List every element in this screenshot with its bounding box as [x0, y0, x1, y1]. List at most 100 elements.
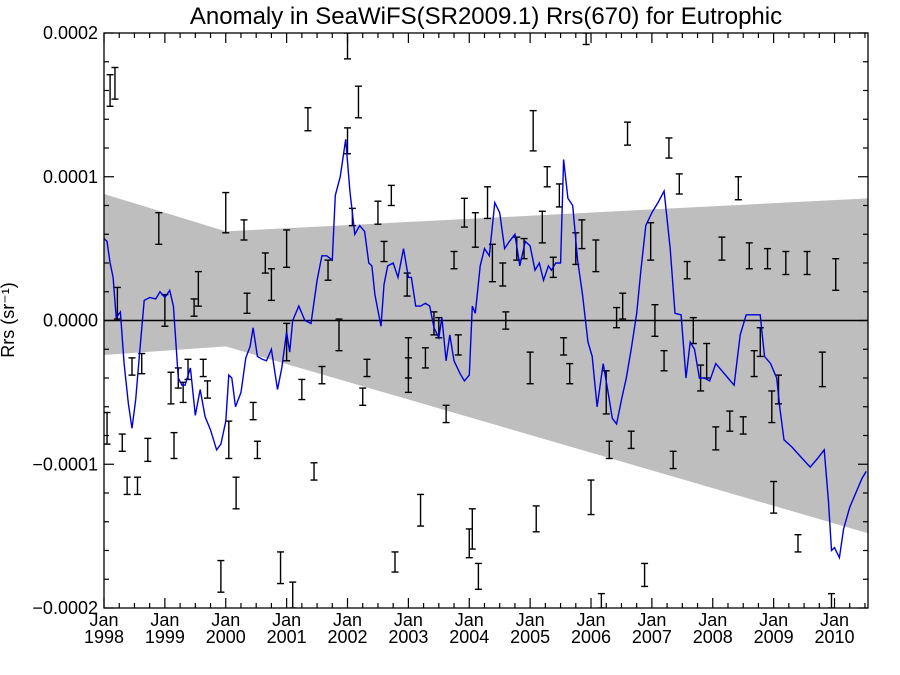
- confidence-band-area: [104, 194, 868, 534]
- error-bar: [734, 176, 742, 201]
- error-bar: [118, 433, 126, 453]
- error-bar: [718, 236, 726, 261]
- error-bar: [318, 365, 326, 385]
- error-bar: [499, 262, 507, 287]
- error-bar: [304, 107, 312, 132]
- x-tick-month-label: Jan: [455, 610, 484, 630]
- error-bar: [417, 493, 425, 527]
- x-tick-year-label: 2003: [388, 627, 428, 647]
- error-bar: [253, 440, 261, 460]
- error-bar: [582, 33, 590, 46]
- error-bar: [605, 440, 613, 460]
- error-bar: [225, 420, 233, 460]
- error-bar: [818, 351, 826, 388]
- error-bar: [474, 562, 482, 591]
- x-tick-month-label: Jan: [516, 610, 545, 630]
- error-bar: [484, 186, 492, 220]
- x-tick-year-label: 1999: [145, 627, 185, 647]
- error-bar: [592, 239, 600, 273]
- error-bar: [669, 450, 677, 470]
- error-bars: [104, 33, 840, 608]
- error-bar: [203, 380, 211, 399]
- error-bar: [128, 357, 136, 376]
- error-bar: [430, 311, 438, 336]
- error-bar: [739, 416, 747, 435]
- error-bar: [387, 184, 395, 207]
- error-bar: [421, 347, 429, 369]
- error-bar: [597, 592, 605, 608]
- error-bar: [538, 210, 546, 244]
- x-tick-year-label: 2010: [814, 627, 854, 647]
- error-bar: [624, 121, 632, 146]
- x-tick-month-label: Jan: [394, 610, 423, 630]
- error-bar: [104, 411, 111, 445]
- error-bar: [289, 581, 297, 608]
- anomaly-series-line: [104, 139, 867, 561]
- error-bar: [354, 85, 362, 119]
- x-tick-year-label: 2002: [327, 627, 367, 647]
- x-tick-month-label: Jan: [759, 610, 788, 630]
- x-tick-year-label: 2001: [267, 627, 307, 647]
- error-bar: [374, 200, 382, 225]
- error-bar: [665, 137, 673, 159]
- error-bar: [267, 268, 275, 302]
- chart-title: Anomaly in SeaWiFS(SR2009.1) Rrs(670) fo…: [190, 3, 782, 30]
- y-tick-label: 0.0001: [43, 167, 98, 187]
- error-bar: [310, 462, 318, 481]
- error-bar: [832, 257, 840, 292]
- error-bar: [827, 592, 835, 608]
- error-bar: [144, 437, 152, 463]
- error-bar: [240, 219, 248, 241]
- error-bar: [532, 505, 540, 533]
- error-bar: [199, 358, 207, 378]
- x-tick-month-label: Jan: [698, 610, 727, 630]
- error-bar: [726, 410, 734, 432]
- error-bar: [627, 430, 635, 450]
- error-bar: [261, 252, 269, 274]
- error-bar: [243, 292, 251, 315]
- x-tick-month-label: Jan: [211, 610, 240, 630]
- x-tick-year-label: 1998: [84, 627, 124, 647]
- error-bar: [529, 109, 537, 152]
- error-bar: [560, 337, 568, 356]
- error-bar: [468, 508, 476, 550]
- x-tick-year-label: 2008: [693, 627, 733, 647]
- error-bar: [442, 404, 450, 424]
- error-bar: [770, 480, 778, 514]
- error-bar: [803, 250, 811, 276]
- error-bar: [232, 476, 240, 510]
- error-bar: [249, 401, 257, 421]
- y-axis-label: Rrs (sr⁻¹): [0, 282, 18, 357]
- error-bar: [794, 533, 802, 553]
- error-bar: [190, 298, 198, 317]
- error-bar: [359, 387, 367, 407]
- x-tick-month-label: Jan: [150, 610, 179, 630]
- y-tick-label: 0.0000: [43, 311, 98, 331]
- x-tick-year-label: 2006: [571, 627, 611, 647]
- error-bar: [543, 165, 551, 188]
- error-bar: [460, 197, 468, 228]
- error-bar: [283, 322, 291, 362]
- error-bar: [660, 349, 668, 372]
- error-bar: [391, 551, 399, 573]
- error-bar: [712, 426, 720, 451]
- error-bar: [471, 211, 479, 248]
- x-tick-year-label: 2007: [632, 627, 672, 647]
- x-tick-month-label: Jan: [272, 610, 301, 630]
- x-tick-month-label: Jan: [89, 610, 118, 630]
- error-bar: [324, 259, 332, 281]
- error-bar: [155, 211, 163, 246]
- y-tick-label: 0.0002: [43, 23, 98, 43]
- error-bar: [222, 191, 230, 234]
- error-bar: [526, 351, 534, 385]
- x-tick-year-label: 2005: [510, 627, 550, 647]
- error-bar: [651, 303, 659, 338]
- x-tick-month-label: Jan: [333, 610, 362, 630]
- x-tick-year-label: 2000: [206, 627, 246, 647]
- error-bar: [170, 431, 178, 460]
- x-tick-month-label: Jan: [637, 610, 666, 630]
- error-bar: [217, 559, 225, 593]
- error-bar: [782, 250, 790, 276]
- error-bar: [745, 242, 753, 270]
- y-tick-label: −0.0002: [32, 598, 98, 618]
